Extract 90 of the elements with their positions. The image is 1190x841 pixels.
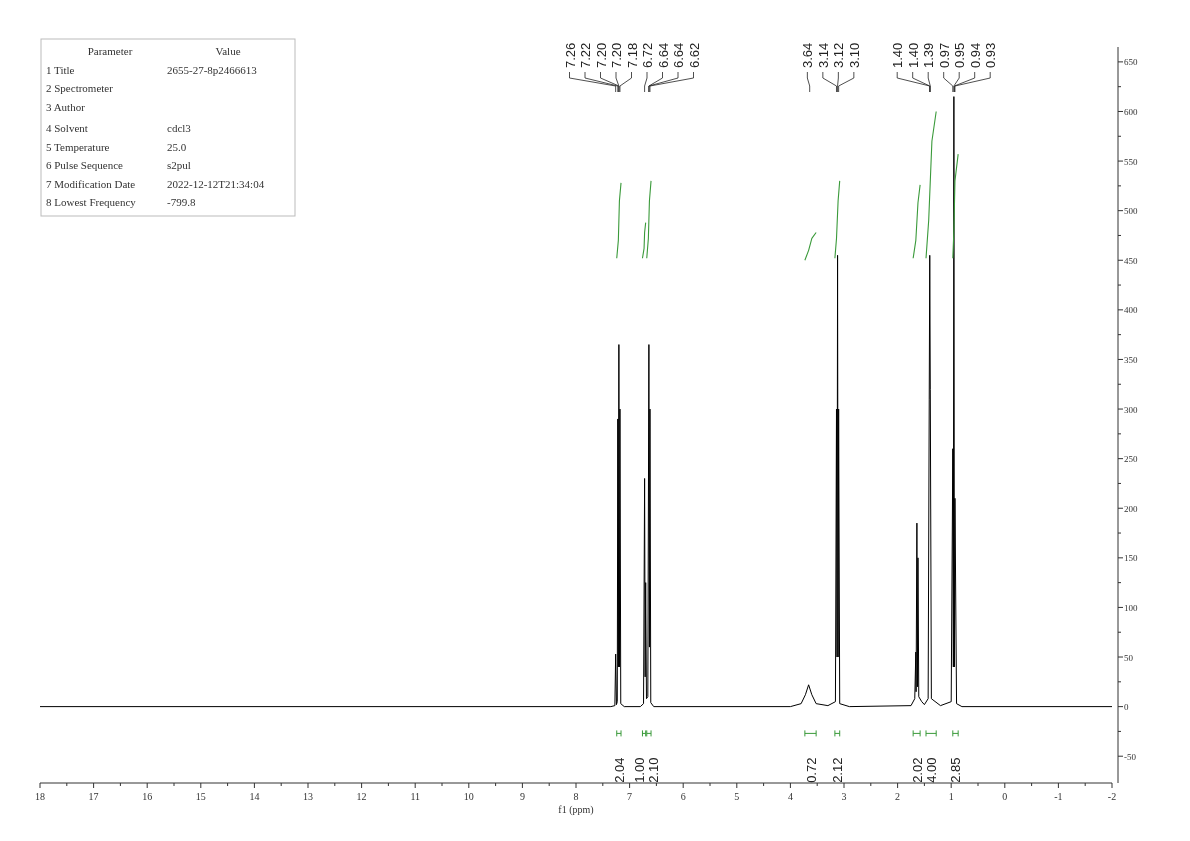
line-series — [952, 153, 959, 259]
y-tick-label: -50 — [1124, 751, 1137, 762]
annotation: 25.0 — [167, 140, 187, 153]
annotation: 4.00 — [924, 757, 940, 783]
x-tick-label: 6 — [680, 791, 686, 802]
y-tick-label: 500 — [1124, 206, 1138, 217]
y-tick-label: 250 — [1124, 454, 1138, 465]
annotation: 7.26 — [562, 42, 578, 68]
annotation: 7.18 — [624, 42, 640, 68]
line-series — [925, 110, 937, 259]
annotation: 3 Author — [46, 100, 86, 113]
annotation: 7 Modification Date — [46, 177, 136, 190]
annotation: 8 Lowest Frequency — [46, 196, 137, 208]
line-series — [39, 96, 1113, 708]
annotation: 3.64 — [800, 42, 816, 68]
annotation: 2 Spectrometer — [46, 82, 114, 94]
annotation: 2.10 — [646, 757, 662, 783]
y-tick-label: 50 — [1124, 652, 1134, 663]
annotation: -799.8 — [167, 196, 196, 208]
annotation: 1.40 — [890, 42, 906, 68]
annotation: 1.39 — [921, 42, 937, 68]
x-tick-label: 18 — [35, 791, 45, 802]
y-tick-label: 400 — [1124, 305, 1138, 316]
annotation: 7.20 — [609, 42, 625, 68]
annotation: 3.14 — [815, 42, 831, 68]
annotation: 0.94 — [967, 42, 983, 68]
x-tick-label: 15 — [195, 791, 206, 802]
line-series — [646, 180, 652, 259]
y-tick-label: 350 — [1124, 354, 1138, 365]
x-tick-label: 5 — [734, 791, 740, 802]
annotation: 0.95 — [952, 42, 968, 68]
x-tick-label: 8 — [573, 791, 579, 802]
annotation: 6.64 — [671, 42, 687, 68]
annotation: Parameter — [87, 45, 133, 57]
annotation: 0.93 — [983, 42, 999, 68]
annotation: 5 Temperature — [46, 140, 110, 153]
annotation: 2.12 — [830, 757, 846, 783]
annotation: 0.72 — [803, 757, 819, 783]
x-tick-label: -2 — [1107, 791, 1117, 802]
annotation: 1.40 — [905, 42, 921, 68]
annotation: 6 Pulse Sequence — [46, 159, 124, 171]
line-series — [616, 182, 622, 259]
annotation: 0.97 — [936, 42, 952, 68]
y-tick-label: 150 — [1124, 553, 1138, 564]
x-tick-label: 17 — [88, 791, 99, 802]
x-tick-label: 16 — [142, 791, 153, 802]
y-tick-label: 600 — [1124, 106, 1138, 117]
annotation: 2.02 — [909, 757, 925, 783]
x-axis-title: f1 (ppm) — [558, 804, 594, 816]
annotation: 4 Solvent — [46, 122, 88, 134]
x-tick-label: 0 — [1002, 791, 1008, 802]
annotation: 2655-27-8p2466613 — [167, 63, 258, 76]
annotation: 2.04 — [611, 757, 627, 783]
x-tick-label: 12 — [356, 791, 367, 802]
annotation: 6.62 — [686, 42, 702, 68]
annotation: 2.85 — [948, 757, 964, 783]
line-series — [912, 184, 921, 259]
line-series — [641, 222, 647, 259]
x-tick-label: 10 — [463, 791, 474, 802]
annotation: 7.20 — [593, 42, 609, 68]
x-tick-label: 11 — [410, 791, 421, 802]
y-tick-label: 200 — [1124, 503, 1138, 514]
annotation: 1.00 — [632, 757, 648, 783]
y-tick-label: 550 — [1124, 156, 1138, 167]
annotation: 6.64 — [655, 42, 671, 68]
x-tick-label: 9 — [519, 791, 525, 802]
y-tick-label: 300 — [1124, 404, 1138, 415]
x-tick-label: 4 — [787, 791, 793, 802]
y-tick-label: 650 — [1124, 57, 1138, 68]
x-tick-label: 3 — [841, 791, 847, 802]
annotation: 2022-12-12T21:34:04 — [167, 177, 265, 190]
x-tick-label: -1 — [1054, 791, 1063, 802]
annotation: 6.72 — [640, 42, 656, 68]
x-tick-label: 7 — [627, 791, 633, 802]
annotation: 3.12 — [831, 42, 847, 68]
x-tick-label: 2 — [895, 791, 901, 802]
annotation: 1 Title — [46, 63, 75, 76]
x-tick-label: 14 — [249, 791, 260, 802]
y-tick-label: 450 — [1124, 255, 1138, 266]
annotation: 7.22 — [578, 42, 594, 68]
annotation: s2pul — [167, 159, 191, 171]
annotation: Value — [215, 45, 241, 57]
y-tick-label: 100 — [1124, 602, 1138, 613]
line-series — [834, 180, 841, 259]
x-tick-label: 13 — [303, 791, 313, 802]
x-tick-label: 1 — [948, 791, 954, 802]
annotation: cdcl3 — [167, 122, 192, 134]
y-tick-label: 0 — [1124, 702, 1129, 713]
line-series — [804, 231, 817, 261]
annotation: 3.10 — [846, 42, 862, 68]
